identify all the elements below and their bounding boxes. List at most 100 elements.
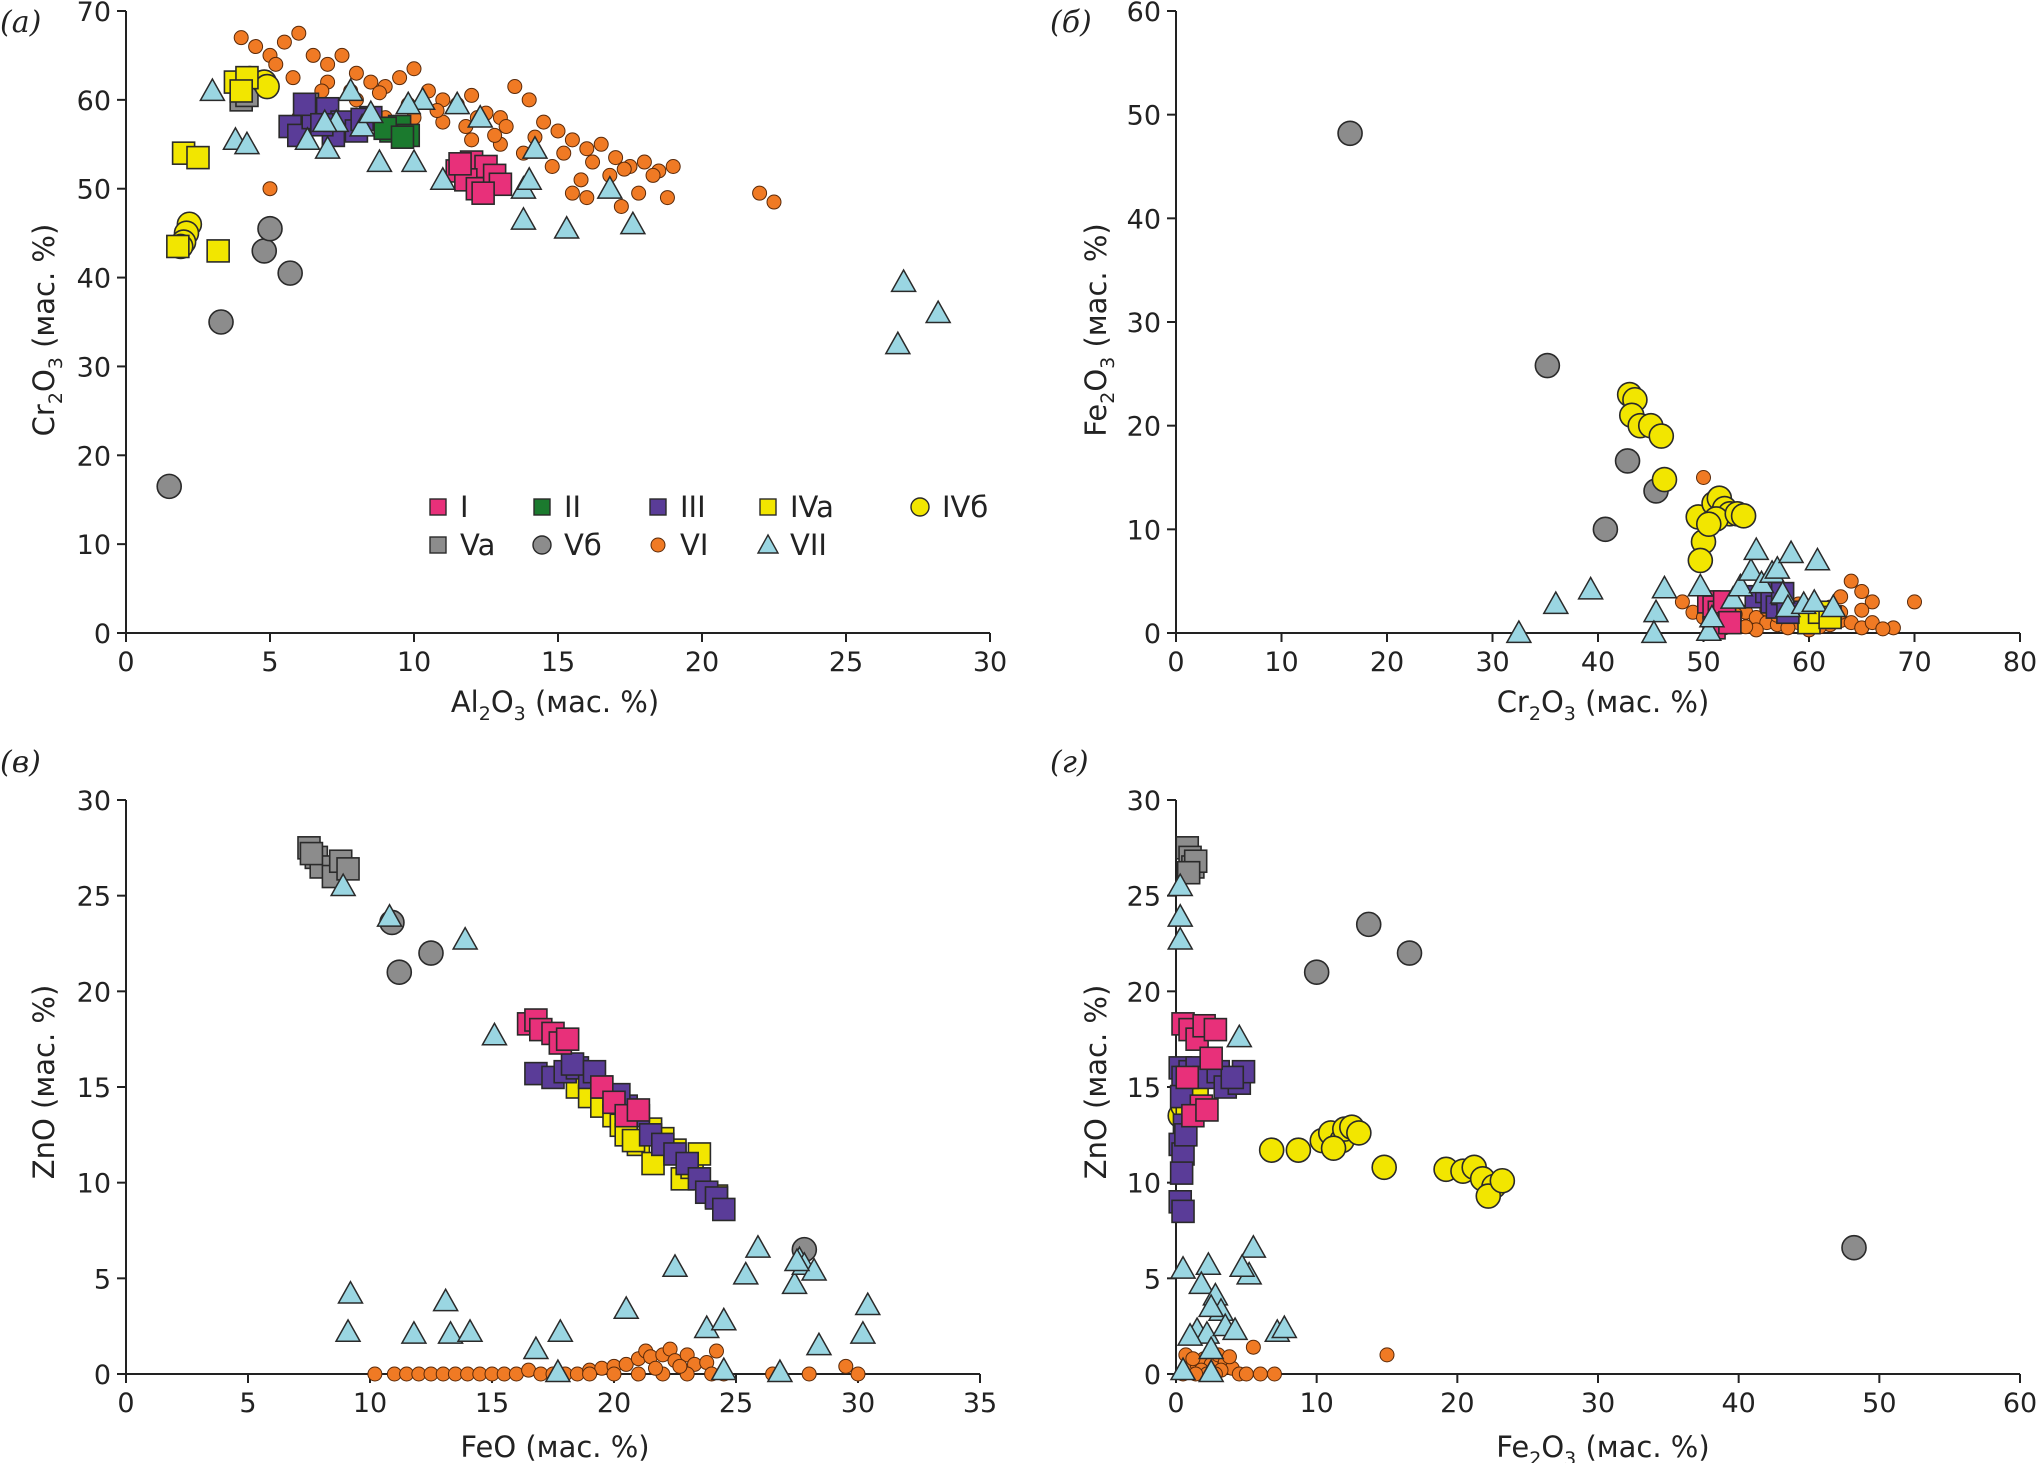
point-IVb	[1687, 547, 1714, 574]
point-VII	[1742, 536, 1770, 561]
panel-d: (г) ZnO (мас. %) Fe2O3 (мас. %)	[1050, 745, 1710, 1467]
x-axis-title-c: FeO (мас. %)	[460, 1430, 649, 1463]
point-IVa	[229, 79, 253, 103]
point-I	[1199, 1046, 1223, 1071]
x-tick-label-a: 20	[685, 647, 719, 678]
legend-marker	[649, 498, 667, 516]
legend-label: I	[460, 490, 469, 524]
point-VI	[630, 1366, 646, 1382]
legend-item-VII: VII	[756, 528, 827, 562]
point-VII	[443, 90, 471, 115]
series-I-d	[1171, 1012, 1228, 1128]
point-III	[1220, 1065, 1245, 1090]
point-Vb	[257, 215, 283, 242]
point-VII	[357, 99, 385, 124]
point-Vb	[1337, 120, 1363, 147]
point-IVb	[1489, 1167, 1516, 1194]
point-VI	[631, 185, 647, 201]
y-tick-label-d: 5	[1144, 1264, 1161, 1295]
point-Vb	[1614, 448, 1641, 474]
point-VI	[305, 47, 321, 63]
point-VII	[661, 1253, 689, 1277]
point-VII	[1695, 617, 1723, 642]
y-tick-label-d: 30	[1127, 786, 1161, 817]
x-axis-title-d: Fe2O3 (мас. %)	[1496, 1430, 1709, 1463]
point-VII	[510, 206, 537, 230]
series-Va-c	[297, 836, 360, 889]
point-Vb	[156, 473, 182, 500]
point-IVb	[1730, 503, 1757, 529]
point-VI	[801, 1366, 817, 1382]
axes-a: 0 5 10 15 20 25 30 0 10 20 30 40 50 60 70	[77, 0, 1008, 678]
legend-item-II: II	[533, 490, 581, 524]
y-tick-label-a: 0	[94, 619, 111, 650]
x-tick-label-b: 30	[1475, 647, 1509, 678]
axes-c: 0 5 10 15 20 25 30 35 0 5 10 15 20 25 30	[77, 786, 998, 1419]
points-b	[1337, 120, 1922, 644]
point-VI	[544, 159, 560, 174]
point-VI	[536, 114, 552, 130]
point-VII	[1698, 603, 1726, 628]
point-VI	[1864, 594, 1880, 610]
point-VII	[437, 1320, 464, 1344]
y-tick-label-a: 50	[77, 175, 111, 206]
legend-label: Va	[460, 528, 495, 562]
point-VI	[262, 181, 278, 197]
point-VII	[1727, 572, 1754, 597]
point-VII	[1719, 585, 1747, 609]
series-II-a	[373, 114, 421, 149]
y-tick-label-a: 10	[77, 530, 111, 561]
x-tick-label-d: 10	[1299, 1388, 1333, 1419]
point-VI	[766, 194, 782, 210]
point-VII	[314, 135, 341, 159]
panel-label-c: (в)	[0, 745, 41, 780]
point-IVa	[206, 239, 230, 263]
point-VI	[665, 159, 681, 174]
point-VII	[329, 872, 357, 897]
point-Vb	[1396, 940, 1423, 966]
panel-label-b: (б)	[1050, 5, 1092, 40]
point-VII	[1197, 1358, 1225, 1383]
point-VII	[294, 126, 321, 150]
point-Vb	[277, 260, 303, 286]
point-VII	[547, 1318, 574, 1343]
point-VI	[608, 150, 624, 166]
point-III	[1169, 1161, 1194, 1185]
point-VII	[1651, 574, 1678, 599]
legend-item-III: III	[649, 490, 706, 524]
point-VII	[612, 1295, 640, 1320]
point-VII	[522, 1335, 550, 1360]
point-VII	[544, 1358, 572, 1383]
point-VI	[1854, 584, 1870, 600]
point-VI	[1854, 602, 1870, 618]
point-VII	[619, 210, 647, 235]
point-VII	[805, 1331, 833, 1356]
point-VII	[1577, 575, 1604, 600]
series-VI-c	[367, 1341, 866, 1382]
point-VII	[781, 1270, 808, 1295]
point-VII	[1169, 1356, 1197, 1381]
legend-item-Vb: Vб	[532, 528, 602, 562]
legend-marker	[533, 498, 551, 516]
point-VII	[732, 1260, 760, 1285]
point-VII	[400, 148, 428, 173]
x-tick-label-b: 40	[1581, 647, 1615, 678]
y-tick-label-d: 20	[1127, 977, 1161, 1008]
point-VI	[850, 1366, 866, 1382]
point-VI	[556, 145, 572, 161]
point-VII	[481, 1021, 508, 1046]
point-VI	[564, 132, 580, 148]
point-I	[471, 181, 495, 205]
point-VI	[363, 74, 379, 90]
point-VI	[507, 79, 523, 95]
y-tick-label-b: 50	[1127, 101, 1161, 132]
point-VII	[1166, 903, 1194, 927]
point-VII	[849, 1320, 877, 1344]
x-tick-label-a: 5	[261, 647, 278, 678]
point-VI	[593, 136, 609, 152]
point-VII	[1271, 1314, 1298, 1339]
point-Vb	[1534, 352, 1561, 379]
